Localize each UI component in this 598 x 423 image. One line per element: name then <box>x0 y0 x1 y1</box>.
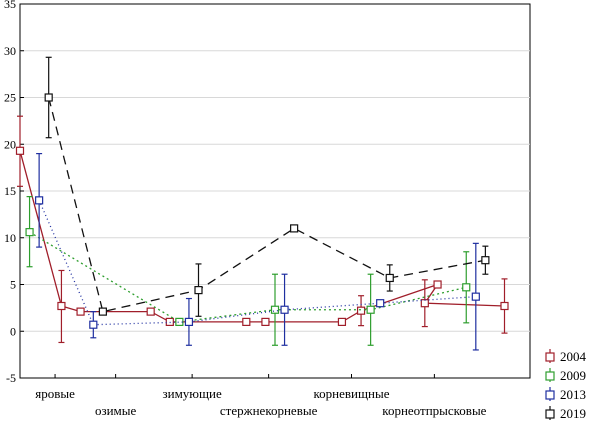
series-2019 <box>44 56 490 317</box>
plot-area <box>15 56 509 351</box>
data-point <box>337 317 347 326</box>
x-tick-label: стержнекорневые <box>220 403 318 418</box>
y-tick-label: 15 <box>4 184 16 198</box>
series-line <box>48 97 486 313</box>
data-point <box>462 283 471 292</box>
legend-marker <box>545 390 555 400</box>
data-point <box>261 317 270 326</box>
data-point <box>481 256 490 265</box>
data-point <box>44 93 53 102</box>
data-point <box>356 306 366 315</box>
legend-entry: 2019 <box>545 406 586 421</box>
data-point <box>184 317 194 326</box>
y-tick-label: 35 <box>4 0 16 11</box>
data-point <box>366 305 375 314</box>
legend-label: 2019 <box>560 406 586 421</box>
legend-marker <box>545 371 555 381</box>
y-tick-label: 30 <box>4 44 16 58</box>
legend-entry: 2009 <box>545 368 586 383</box>
series-2004 <box>15 115 509 344</box>
legend-entry: 2004 <box>545 349 587 364</box>
data-point <box>57 301 66 311</box>
legend-label: 2009 <box>560 368 586 383</box>
data-point <box>280 305 289 314</box>
legend-marker <box>545 352 555 362</box>
data-point <box>433 280 442 289</box>
x-axis: яровые озимые зимующие стержнекорневые корне… <box>35 374 487 418</box>
x-tick-label: озимые <box>95 403 137 418</box>
y-axis: -5 0 5 10 15 20 25 30 35 <box>4 0 24 385</box>
data-point <box>242 317 251 326</box>
x-tick-label: яровые <box>35 386 75 401</box>
data-point <box>290 224 299 233</box>
x-tick-label: зимующие <box>162 386 221 401</box>
data-point <box>385 273 394 283</box>
data-point <box>500 301 509 311</box>
y-tick-label: 0 <box>10 324 16 338</box>
data-point <box>98 307 107 316</box>
data-point <box>146 307 155 316</box>
legend-marker <box>545 409 555 419</box>
y-tick-label: 20 <box>4 137 16 151</box>
y-tick-label: 5 <box>10 278 16 292</box>
series-2009 <box>25 196 471 346</box>
data-point <box>175 317 184 326</box>
data-point <box>89 320 98 329</box>
legend: 2004 2009 2013 2019 <box>545 349 587 421</box>
data-point <box>25 228 34 237</box>
y-tick-label: -5 <box>6 371 16 385</box>
data-point <box>270 305 280 314</box>
data-point <box>471 292 480 301</box>
x-tick-label: корневищные <box>314 386 390 401</box>
data-point <box>194 286 203 295</box>
data-point <box>376 299 385 308</box>
data-point <box>76 307 85 316</box>
data-point <box>35 196 44 205</box>
y-tick-label: 10 <box>4 231 16 245</box>
data-point <box>15 146 25 155</box>
legend-label: 2013 <box>560 387 586 402</box>
series-2013 <box>35 153 480 351</box>
legend-label: 2004 <box>560 349 587 364</box>
x-tick-label: корнеотпрысковые <box>382 403 486 418</box>
y-tick-label: 25 <box>4 91 16 105</box>
legend-entry: 2013 <box>545 387 586 402</box>
